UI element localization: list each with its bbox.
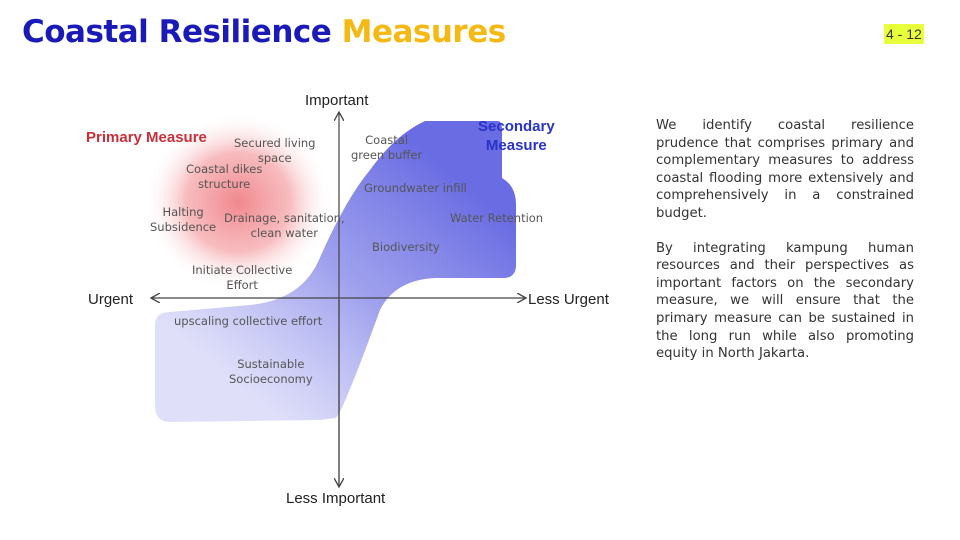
description-text: We identify coastal resilience prudence … <box>656 117 914 380</box>
axis-label-urgent: Urgent <box>88 291 134 308</box>
page-number-badge: 4 - 12 <box>884 24 924 44</box>
item-coastal-dikes: Coastal dikes structure <box>186 162 263 191</box>
item-drainage: Drainage, sanitation, clean water <box>224 211 345 240</box>
item-water-retention: Water Retention <box>450 211 544 225</box>
title-part2: Measures <box>341 14 507 50</box>
item-upscaling-collective-effort: upscaling collective effort <box>174 314 323 328</box>
item-halting-subsidence: Halting Subsidence <box>150 205 217 234</box>
item-coastal-green-buffer: Coastal green buffer <box>351 133 423 162</box>
primary-measure-label: Primary Measure <box>86 129 207 146</box>
item-sustainable-socioeconomy: Sustainable Socioeconomy <box>229 357 313 386</box>
axis-label-less-important: Less Important <box>286 490 386 507</box>
page-title: Coastal Resilience Measures <box>22 14 506 50</box>
description-paragraph-2: By integrating kampung human resources a… <box>656 240 914 362</box>
resilience-matrix-diagram: Important Less Important Urgent Less Urg… <box>86 0 640 540</box>
matrix-graphics <box>143 0 640 540</box>
item-biodiversity: Biodiversity <box>372 240 440 254</box>
secondary-measure-label: Secondary Measure <box>478 118 555 154</box>
item-initiate-collective: Initiate Collective Effort <box>192 263 293 292</box>
title-part1: Coastal Resilience <box>22 14 332 50</box>
description-paragraph-1: We identify coastal resilience prudence … <box>656 118 914 221</box>
item-groundwater-infill: Groundwater infill <box>364 181 467 195</box>
axis-label-important: Important <box>305 92 369 109</box>
secondary-measure-zone <box>155 121 516 422</box>
item-secured-living-space: Secured living space <box>234 136 316 165</box>
primary-measure-zone <box>143 112 333 292</box>
axis-label-less-urgent: Less Urgent <box>528 291 609 308</box>
